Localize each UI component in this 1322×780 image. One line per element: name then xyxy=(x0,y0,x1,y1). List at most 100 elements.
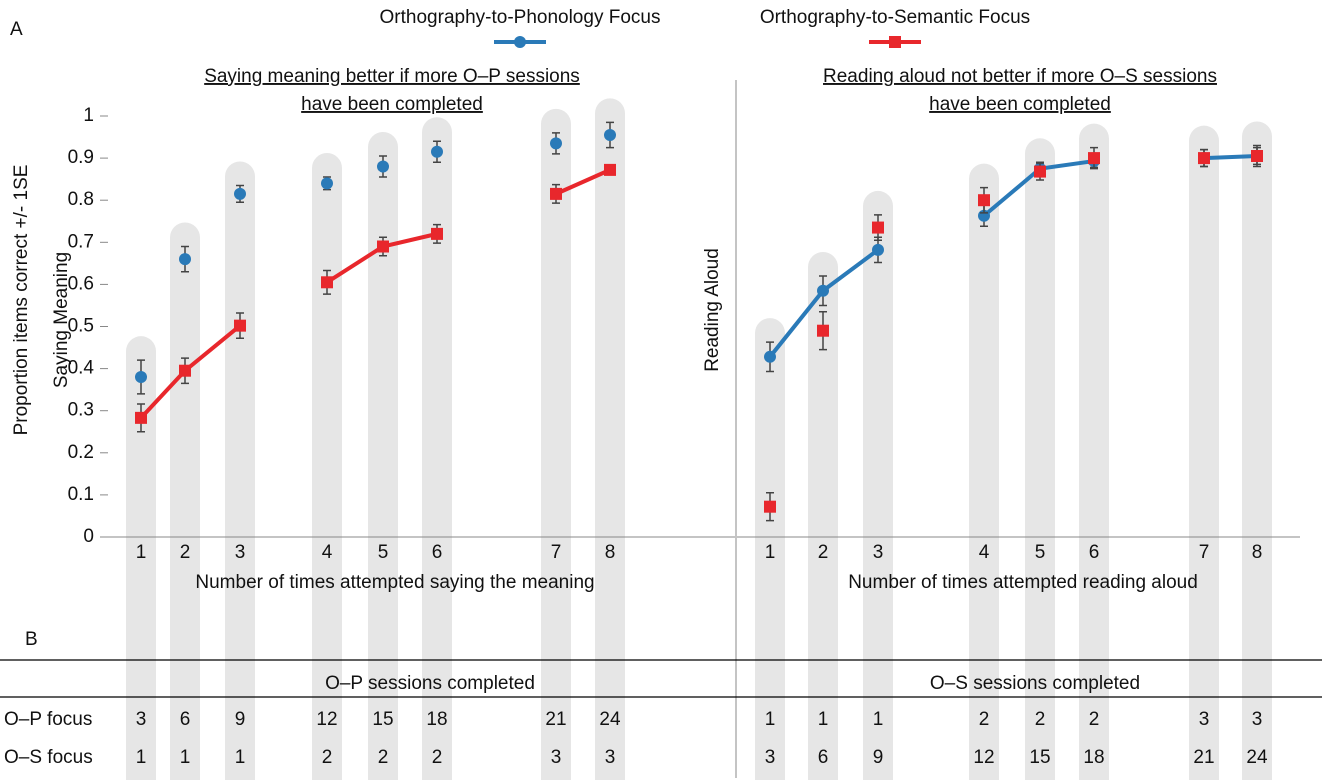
data-point xyxy=(978,194,990,207)
category-band xyxy=(1079,123,1109,780)
legend-marker xyxy=(514,36,526,48)
y-tick-label: 0.9 xyxy=(68,147,94,168)
table-cell: 3 xyxy=(765,747,776,768)
x-axis-label: Number of times attempted saying the mea… xyxy=(195,572,594,593)
data-point xyxy=(179,364,191,377)
background-bands xyxy=(126,98,1272,780)
category-band xyxy=(422,117,452,780)
data-point xyxy=(1034,165,1046,178)
category-band xyxy=(1025,138,1055,780)
data-point xyxy=(1088,152,1100,165)
series-line xyxy=(1203,153,1258,161)
table-header: O–S sessions completed xyxy=(930,673,1140,694)
chart-title: Reading aloud not better if more O–S ses… xyxy=(823,66,1217,87)
y-axis-label: Proportion items correct +/- 1SE xyxy=(11,165,32,436)
table-cell: 3 xyxy=(1199,709,1210,730)
x-tick-label: 8 xyxy=(605,542,616,563)
table-cell: 1 xyxy=(235,747,246,768)
table-cell: 15 xyxy=(372,709,393,730)
table-cell: 1 xyxy=(180,747,191,768)
y-tick-label: 0 xyxy=(83,526,94,547)
table-cell: 2 xyxy=(979,709,990,730)
y-tick-label: 0.1 xyxy=(68,484,94,505)
x-tick-label: 5 xyxy=(1035,542,1046,563)
y-tick-label: 0.3 xyxy=(68,400,94,421)
data-point xyxy=(817,284,829,297)
category-band xyxy=(969,163,999,780)
data-point xyxy=(234,319,246,332)
legend-label: Orthography-to-Semantic Focus xyxy=(760,7,1030,28)
data-point xyxy=(135,371,147,384)
panel-label: A xyxy=(10,19,23,40)
category-band xyxy=(595,98,625,780)
table-cell: 3 xyxy=(1252,709,1263,730)
data-point xyxy=(135,411,147,424)
data-point xyxy=(431,227,443,240)
data-point xyxy=(179,253,191,266)
row-label: O–S focus xyxy=(4,747,93,768)
chart-title: have been completed xyxy=(301,94,483,115)
table-cell: 1 xyxy=(136,747,147,768)
data-point xyxy=(1251,149,1263,162)
category-band xyxy=(541,108,571,780)
x-tick-label: 4 xyxy=(979,542,990,563)
data-point xyxy=(872,243,884,256)
data-point xyxy=(321,177,333,190)
y-tick-label: 0.7 xyxy=(68,231,94,252)
x-tick-label: 2 xyxy=(818,542,829,563)
x-tick-label: 2 xyxy=(180,542,191,563)
table-cell: 24 xyxy=(599,709,621,730)
data-point xyxy=(377,240,389,253)
legend-marker xyxy=(889,36,901,48)
category-band xyxy=(1242,121,1272,780)
table-cell: 1 xyxy=(765,709,776,730)
data-point xyxy=(604,163,616,176)
data-point xyxy=(377,160,389,173)
data-point xyxy=(431,145,443,158)
x-tick-label: 6 xyxy=(432,542,443,563)
table-cell: 6 xyxy=(818,747,829,768)
x-tick-label: 8 xyxy=(1252,542,1263,563)
table-cell: 12 xyxy=(973,747,994,768)
legend-label: Orthography-to-Phonology Focus xyxy=(380,7,661,28)
data-point xyxy=(321,276,333,289)
table-cell: 2 xyxy=(1089,709,1100,730)
table-cell: 2 xyxy=(378,747,389,768)
y-axis-label: Reading Aloud xyxy=(702,248,723,372)
y-tick-label: 0.6 xyxy=(68,273,94,294)
table-cell: 1 xyxy=(873,709,884,730)
table-cell: 3 xyxy=(605,747,616,768)
data-point xyxy=(1198,152,1210,165)
x-tick-label: 4 xyxy=(322,542,333,563)
x-tick-label: 5 xyxy=(378,542,389,563)
y-tick-label: 0.5 xyxy=(68,316,94,337)
panel-label: B xyxy=(25,629,38,650)
table-cell: 15 xyxy=(1029,747,1050,768)
table-cell: 24 xyxy=(1246,747,1268,768)
y-axis-label: Saying Meaning xyxy=(51,252,72,388)
row-label: O–P focus xyxy=(4,709,92,730)
category-band xyxy=(755,318,785,780)
table-cell: 3 xyxy=(136,709,147,730)
table-cell: 2 xyxy=(1035,709,1046,730)
chart-title: have been completed xyxy=(929,94,1111,115)
data-point xyxy=(604,128,616,141)
y-tick-label: 0.8 xyxy=(68,189,94,210)
table-cell: 18 xyxy=(426,709,447,730)
table-cell: 12 xyxy=(316,709,337,730)
table-cell: 2 xyxy=(322,747,333,768)
data-point xyxy=(817,324,829,337)
table-cell: 9 xyxy=(235,709,246,730)
category-band xyxy=(368,131,398,780)
category-band xyxy=(225,161,255,780)
category-band xyxy=(170,222,200,780)
x-tick-label: 3 xyxy=(873,542,884,563)
x-tick-label: 1 xyxy=(765,542,776,563)
category-band xyxy=(808,251,838,780)
y-tick-label: 0.4 xyxy=(68,358,95,379)
table-cell: 1 xyxy=(818,709,829,730)
table-cell: 6 xyxy=(180,709,191,730)
data-point xyxy=(550,137,562,150)
x-tick-label: 7 xyxy=(1199,542,1210,563)
